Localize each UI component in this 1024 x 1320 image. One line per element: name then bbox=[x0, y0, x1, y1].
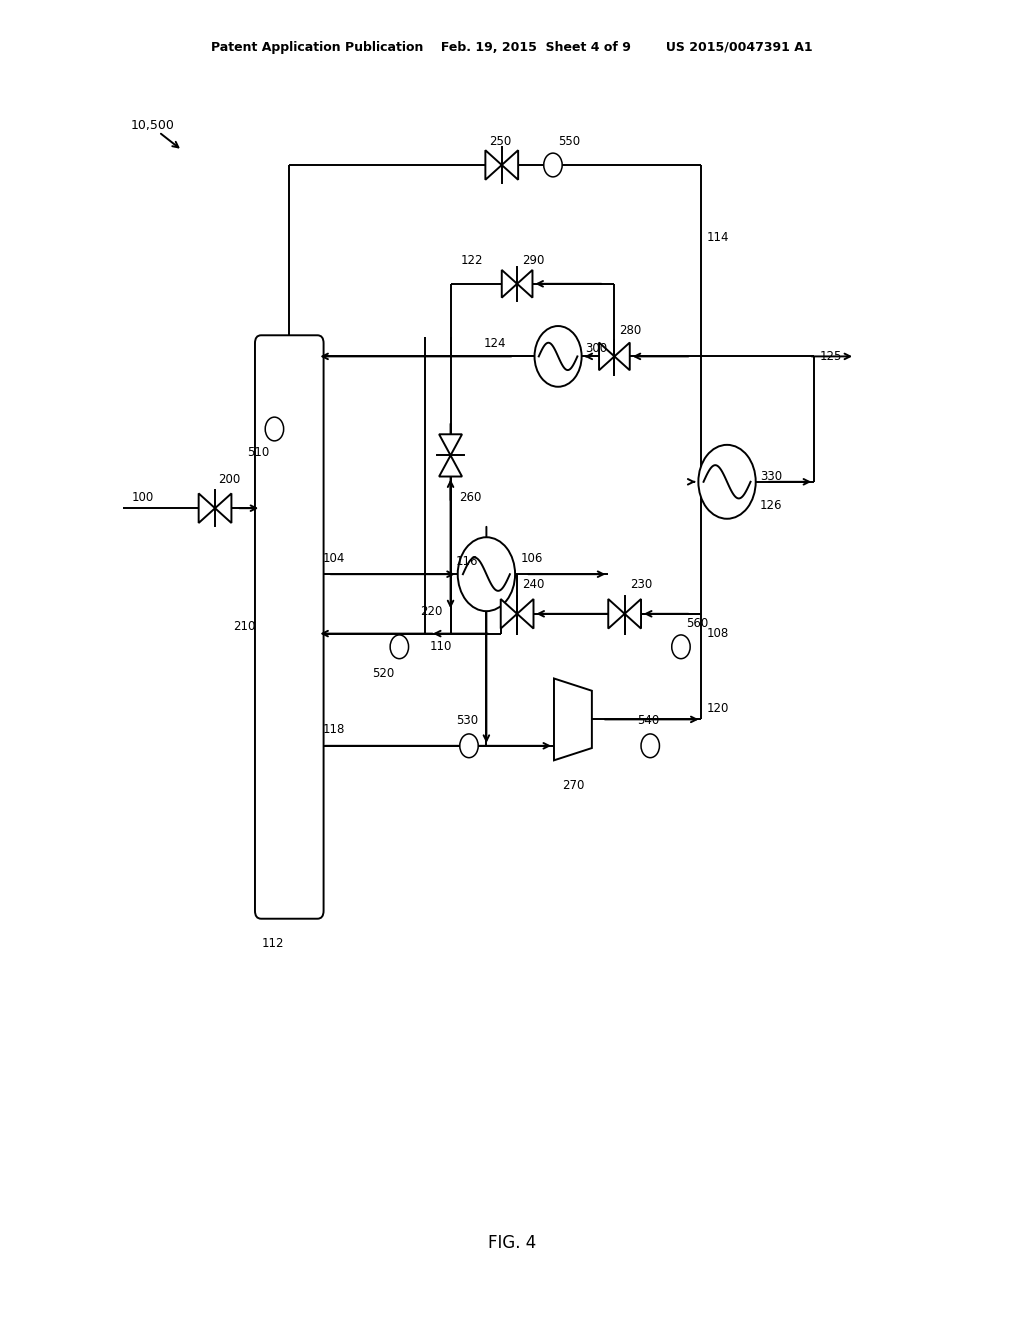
Circle shape bbox=[460, 734, 478, 758]
Polygon shape bbox=[517, 271, 532, 297]
Polygon shape bbox=[502, 271, 517, 297]
Text: 124: 124 bbox=[483, 337, 506, 350]
Circle shape bbox=[265, 417, 284, 441]
Text: FIG. 4: FIG. 4 bbox=[487, 1234, 537, 1253]
Text: 520: 520 bbox=[372, 667, 394, 680]
Polygon shape bbox=[614, 343, 630, 370]
Text: 106: 106 bbox=[520, 552, 543, 565]
Polygon shape bbox=[439, 455, 462, 477]
Text: 550: 550 bbox=[558, 135, 581, 148]
Text: 122: 122 bbox=[461, 253, 483, 267]
Text: 230: 230 bbox=[630, 578, 652, 591]
Circle shape bbox=[698, 445, 756, 519]
Text: 260: 260 bbox=[459, 491, 481, 504]
Circle shape bbox=[544, 153, 562, 177]
Text: 104: 104 bbox=[323, 552, 345, 565]
Text: 280: 280 bbox=[620, 323, 642, 337]
Text: 210: 210 bbox=[233, 620, 256, 634]
Text: 330: 330 bbox=[760, 470, 782, 483]
Polygon shape bbox=[625, 599, 641, 628]
Text: 116: 116 bbox=[456, 554, 478, 568]
Text: 114: 114 bbox=[707, 231, 729, 244]
Text: 112: 112 bbox=[262, 937, 285, 950]
Text: 250: 250 bbox=[489, 135, 512, 148]
Text: 270: 270 bbox=[562, 779, 585, 792]
FancyBboxPatch shape bbox=[255, 335, 324, 919]
Polygon shape bbox=[608, 599, 625, 628]
Text: 300: 300 bbox=[585, 342, 607, 355]
Text: 540: 540 bbox=[637, 714, 659, 727]
Text: 560: 560 bbox=[686, 616, 709, 630]
Text: 120: 120 bbox=[707, 702, 729, 715]
Circle shape bbox=[535, 326, 582, 387]
Circle shape bbox=[672, 635, 690, 659]
Polygon shape bbox=[215, 494, 231, 523]
Circle shape bbox=[390, 635, 409, 659]
Text: 290: 290 bbox=[522, 253, 545, 267]
Text: Patent Application Publication    Feb. 19, 2015  Sheet 4 of 9        US 2015/004: Patent Application Publication Feb. 19, … bbox=[211, 41, 813, 54]
Circle shape bbox=[458, 537, 515, 611]
Text: 240: 240 bbox=[522, 578, 545, 591]
Polygon shape bbox=[502, 150, 518, 180]
Text: 200: 200 bbox=[218, 473, 241, 486]
Text: 510: 510 bbox=[247, 446, 269, 459]
Circle shape bbox=[641, 734, 659, 758]
Polygon shape bbox=[599, 343, 614, 370]
Text: 10,500: 10,500 bbox=[131, 119, 175, 132]
Polygon shape bbox=[199, 494, 215, 523]
Text: 108: 108 bbox=[707, 627, 729, 640]
Text: 100: 100 bbox=[131, 491, 154, 504]
Polygon shape bbox=[439, 434, 462, 455]
Text: 118: 118 bbox=[323, 723, 345, 737]
Polygon shape bbox=[517, 599, 534, 628]
Polygon shape bbox=[554, 678, 592, 760]
Polygon shape bbox=[485, 150, 502, 180]
Text: 126: 126 bbox=[760, 499, 782, 512]
Text: 220: 220 bbox=[420, 605, 442, 618]
Text: 125: 125 bbox=[819, 350, 842, 363]
Polygon shape bbox=[501, 599, 517, 628]
Text: 530: 530 bbox=[456, 714, 478, 727]
Text: 110: 110 bbox=[430, 640, 453, 653]
